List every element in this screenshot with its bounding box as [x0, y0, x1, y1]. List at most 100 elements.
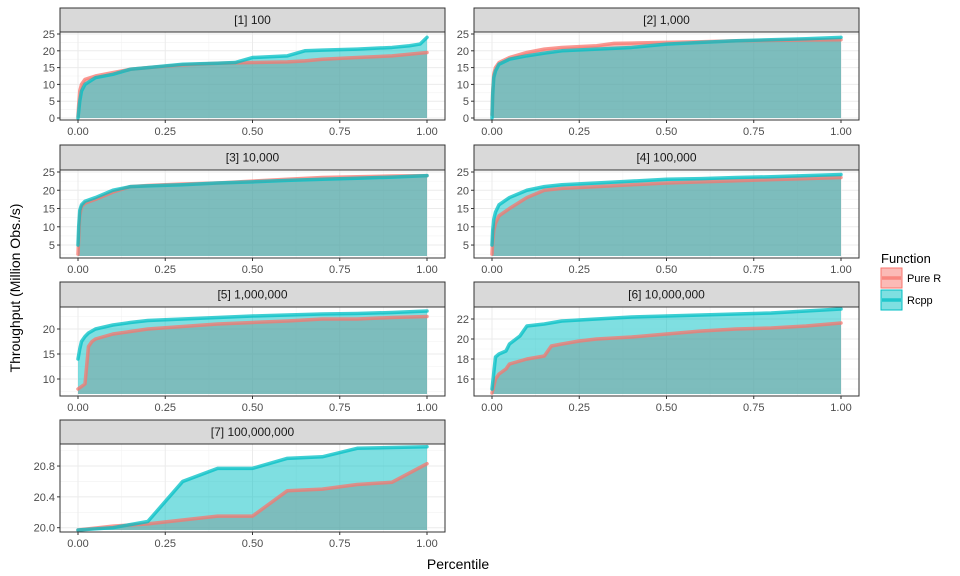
line-pure-r: [490, 321, 843, 395]
facet-strip: [473, 281, 860, 308]
y-tick-label: 10: [457, 222, 469, 234]
line-rcpp: [490, 307, 843, 391]
x-tick-label: 1.00: [830, 264, 851, 276]
x-tick-label: 0.25: [569, 264, 590, 276]
x-tick-label: 0.25: [155, 264, 176, 276]
y-tick-label: 20: [457, 334, 469, 346]
y-tick-label: 5: [49, 96, 55, 108]
legend-label: Rcpp: [907, 295, 933, 307]
y-axis-title: Throughput (Million Obs./s): [7, 204, 23, 373]
y-tick-label: 0: [49, 113, 55, 125]
x-tick-label: 0.00: [481, 402, 502, 414]
y-tick-label: 20: [457, 46, 469, 58]
x-tick-label: 0.50: [656, 264, 677, 276]
x-tick-label: 0.00: [67, 538, 88, 550]
x-tick-label: 0.25: [569, 402, 590, 414]
x-tick-label: 0.50: [656, 402, 677, 414]
x-tick-label: 0.00: [67, 402, 88, 414]
y-tick-label: 15: [43, 349, 55, 361]
x-tick-label: 1.00: [830, 402, 851, 414]
facet-title: [5] 1,000,000: [217, 288, 287, 302]
facet-panel: [4] 100,000 5 10 15 20 25 0.00 0.25 0.50 0.75 1.00: [457, 144, 860, 276]
y-tick-label: 5: [463, 96, 469, 108]
y-tick-label: 5: [463, 240, 469, 252]
y-tick-label: 15: [43, 204, 55, 216]
x-axis-title: Percentile: [427, 556, 489, 572]
x-tick-label: 0.75: [329, 126, 350, 138]
x-tick-label: 1.00: [416, 126, 437, 138]
line-rcpp: [490, 35, 843, 120]
facet-title: [3] 10,000: [226, 151, 280, 165]
x-tick-label: 0.50: [242, 126, 263, 138]
y-tick-label: 25: [43, 167, 55, 179]
x-tick-label: 0.75: [743, 264, 764, 276]
y-tick-label: 10: [43, 222, 55, 234]
legend-title: Function: [881, 251, 931, 266]
facet-title: [2] 1,000: [643, 13, 690, 27]
y-tick-label: 15: [457, 63, 469, 75]
y-tick-label: 25: [457, 29, 469, 41]
x-tick-label: 1.00: [416, 538, 437, 550]
y-tick-label: 25: [43, 29, 55, 41]
x-tick-label: 0.00: [67, 264, 88, 276]
x-tick-label: 0.75: [329, 264, 350, 276]
area-rcpp: [78, 175, 427, 256]
legend-label: Pure R: [907, 273, 941, 285]
facet-strip: [59, 419, 446, 445]
facet-title: [7] 100,000,000: [211, 425, 295, 439]
facet-panel: [6] 10,000,000 16 18 20 22 0.00 0.25 0.50 0.75 1.…: [457, 281, 860, 414]
x-tick-label: 0.50: [242, 264, 263, 276]
legend-key-pure-r: Pure R: [880, 267, 941, 289]
facet-strip: [59, 7, 446, 33]
x-tick-label: 0.00: [67, 126, 88, 138]
x-tick-label: 0.00: [481, 126, 502, 138]
y-tick-label: 10: [43, 374, 55, 386]
area-rcpp: [78, 446, 427, 530]
x-tick-label: 0.50: [242, 538, 263, 550]
facet-panel: [2] 1,000 0 5 10 15 20 25 0.00 0.25 0.50 0.75 1.00: [457, 7, 860, 138]
line-rcpp: [76, 173, 429, 247]
y-tick-label: 20.8: [34, 461, 55, 473]
facet-strip: [473, 7, 860, 33]
x-tick-label: 0.25: [155, 538, 176, 550]
x-tick-label: 0.25: [155, 402, 176, 414]
facet-panel: [7] 100,000,000 20.0 20.4 20.8 0.00 0.25 0.50 0…: [34, 419, 446, 550]
x-tick-label: 0.75: [743, 402, 764, 414]
y-tick-label: 16: [457, 374, 469, 386]
facet-panel: [3] 10,000 5 10 15 20 25 0.00 0.25 0.50 0.75 1.00: [43, 144, 446, 276]
y-tick-label: 20: [457, 185, 469, 197]
panels-layer: [1] 100 0 5 10 15 20 25 0.00 0.25 0.50 0.75 1.00 [2]…: [34, 7, 860, 550]
legend: Function Pure R Rcpp: [880, 251, 941, 311]
y-tick-label: 20: [43, 185, 55, 197]
x-tick-label: 0.75: [743, 126, 764, 138]
y-tick-label: 18: [457, 354, 469, 366]
y-tick-label: 22: [457, 314, 469, 326]
facet-strip: [59, 281, 446, 308]
facet-panel: [1] 100 0 5 10 15 20 25 0.00 0.25 0.50 0.75 1.00: [43, 7, 446, 138]
y-tick-label: 0: [463, 113, 469, 125]
line-rcpp: [490, 172, 843, 247]
x-tick-label: 0.50: [656, 126, 677, 138]
line-pure-r: [76, 314, 429, 391]
x-tick-label: 0.75: [329, 402, 350, 414]
facet-strip: [59, 144, 446, 171]
area-rcpp: [492, 174, 841, 256]
y-tick-label: 25: [457, 167, 469, 179]
facet-title: [4] 100,000: [636, 151, 696, 165]
facet-panel: [5] 1,000,000 10 15 20 0.00 0.25 0.50 0.75 1.00: [43, 281, 446, 414]
y-tick-label: 20.4: [34, 492, 55, 504]
x-tick-label: 1.00: [416, 402, 437, 414]
y-tick-label: 10: [43, 79, 55, 91]
y-tick-label: 20: [43, 324, 55, 336]
x-tick-label: 0.00: [481, 264, 502, 276]
facet-title: [1] 100: [234, 13, 271, 27]
x-tick-label: 0.25: [155, 126, 176, 138]
y-tick-label: 15: [457, 204, 469, 216]
x-tick-label: 0.75: [329, 538, 350, 550]
x-tick-label: 1.00: [416, 264, 437, 276]
area-rcpp: [492, 37, 841, 118]
facet-strip: [473, 144, 860, 171]
y-tick-label: 15: [43, 63, 55, 75]
y-tick-label: 20.0: [34, 523, 55, 535]
